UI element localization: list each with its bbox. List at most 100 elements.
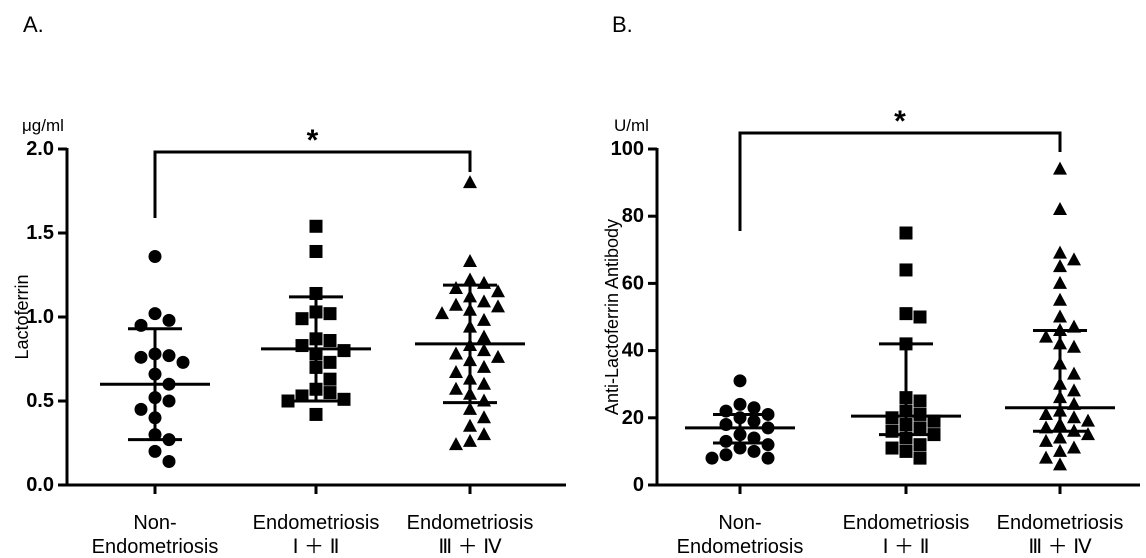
data-point (309, 219, 323, 233)
significance-label: * (894, 105, 906, 138)
data-point (477, 376, 491, 390)
y-tick-label: 60 (622, 272, 644, 294)
data-point (1053, 443, 1067, 457)
data-point (281, 394, 295, 408)
data-point (148, 307, 162, 321)
x-tick-label: Endometriosis (407, 512, 534, 534)
data-point (323, 334, 337, 348)
data-point (449, 346, 463, 360)
data-point (148, 250, 162, 264)
data-point (449, 364, 463, 378)
data-point (1053, 201, 1067, 215)
data-point (491, 299, 505, 313)
y-tick-label: 40 (622, 340, 644, 362)
data-point (463, 433, 477, 447)
y-tick-label: 0.0 (26, 474, 54, 496)
data-point (1053, 259, 1067, 273)
data-point (1067, 252, 1081, 266)
panel-label: A. (23, 12, 44, 37)
y-axis-label: Anti-Lactoferrin Antibody (602, 219, 622, 415)
data-point (449, 437, 463, 451)
data-point (1053, 161, 1067, 175)
y-tick-label: 80 (622, 205, 644, 227)
data-point (491, 349, 505, 363)
y-tick-label: 1.5 (26, 222, 54, 244)
data-point (435, 306, 449, 320)
data-point (761, 451, 775, 465)
data-point (162, 313, 176, 327)
chart-panel-1: A.μg/mlLactoferrin0.00.51.01.52.0Non-End… (12, 12, 566, 558)
data-point (899, 444, 913, 458)
data-point (477, 294, 491, 308)
data-point (323, 355, 337, 369)
data-point (1067, 339, 1081, 353)
data-point (148, 444, 162, 458)
data-point (477, 393, 491, 407)
y-tick-label: 20 (622, 407, 644, 429)
data-point (162, 454, 176, 468)
data-point (1067, 440, 1081, 454)
data-point (899, 307, 913, 321)
data-point (927, 414, 941, 428)
data-point (337, 344, 351, 358)
data-point (733, 397, 747, 411)
data-point (1053, 430, 1067, 444)
data-point (477, 312, 491, 326)
x-tick-label: Non- (718, 512, 761, 534)
x-tick-label: Endometriosis (677, 536, 804, 558)
x-tick-label: Endometriosis (843, 512, 970, 534)
data-point (1067, 410, 1081, 424)
data-point (162, 349, 176, 363)
significance-label: * (307, 124, 319, 157)
x-tick-label: Endometriosis (997, 512, 1124, 534)
data-point (491, 284, 505, 298)
x-tick-label: Ⅲ ＋ Ⅳ (438, 536, 502, 558)
data-point (761, 407, 775, 421)
data-point (295, 312, 309, 326)
y-tick-label: 2.0 (26, 138, 54, 160)
data-point (885, 441, 899, 455)
data-point (176, 355, 190, 369)
x-tick-label: Endometriosis (92, 536, 219, 558)
data-point (761, 438, 775, 452)
data-point (1039, 406, 1053, 420)
data-point (705, 451, 719, 465)
data-point (913, 438, 927, 452)
data-point (337, 392, 351, 406)
data-point (477, 343, 491, 357)
data-point (913, 394, 927, 408)
data-point (309, 407, 323, 421)
y-tick-label: 0 (633, 474, 644, 496)
significance-bracket (153, 150, 472, 218)
y-unit-label: U/ml (614, 116, 649, 135)
data-point (1081, 427, 1095, 441)
data-point (1081, 413, 1095, 427)
data-point (913, 421, 927, 435)
data-point (1067, 383, 1081, 397)
data-point (899, 263, 913, 277)
data-point (1053, 275, 1067, 289)
y-tick-label: 1.0 (26, 306, 54, 328)
data-point (1053, 309, 1067, 323)
y-tick-label: 100 (611, 138, 644, 160)
data-point (747, 431, 761, 445)
data-point (463, 272, 477, 286)
y-axis-label: Lactoferrin (12, 274, 32, 359)
x-tick-label: Endometriosis (253, 512, 380, 534)
y-tick-label: 0.5 (26, 390, 54, 412)
data-point (477, 359, 491, 373)
data-point (323, 372, 337, 386)
significance-bracket (738, 131, 1062, 231)
data-point (913, 407, 927, 421)
data-point (927, 428, 941, 442)
data-point (733, 441, 747, 455)
data-point (134, 402, 148, 416)
chart-panel-2: B. U/ml Anti-Lactoferrin Antibody 0 20 40 60 80… (602, 12, 1140, 558)
data-point (913, 310, 927, 324)
data-point (1053, 457, 1067, 471)
data-point (477, 329, 491, 343)
x-tick-label: Ⅰ ＋ Ⅱ (883, 536, 930, 558)
data-point (449, 297, 463, 311)
data-point (1067, 366, 1081, 380)
x-tick-label: Ⅲ ＋ Ⅳ (1028, 536, 1092, 558)
